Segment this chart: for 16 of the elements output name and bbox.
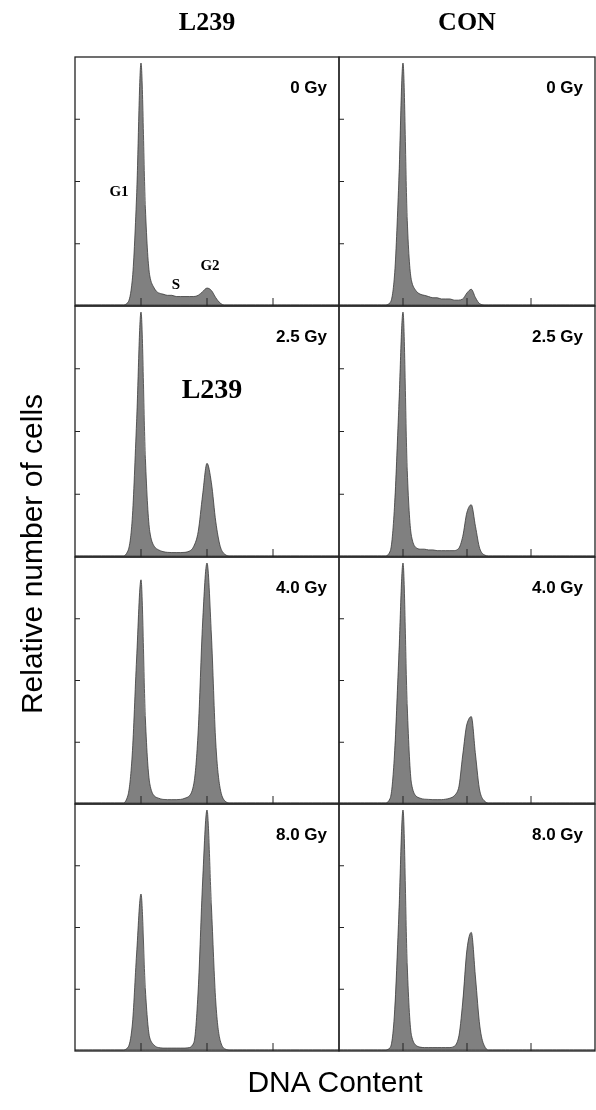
annotation: S: [171, 276, 181, 292]
annotation: 4.0 Gy: [531, 578, 584, 597]
annotation: G2: [200, 257, 220, 273]
chart-title: CON: [438, 7, 497, 36]
x-axis-title: DNA Content: [247, 1065, 424, 1098]
annotation: 8.0 Gy: [275, 825, 328, 844]
annotation: 2.5 Gy: [531, 327, 584, 346]
annotation: 4.0 Gy: [275, 578, 328, 597]
annotation: 0 Gy: [290, 78, 328, 97]
annotation: 8.0 Gy: [531, 825, 584, 844]
annotation: G1: [109, 183, 129, 199]
annotation: 0 Gy: [546, 78, 584, 97]
annotation: 2.5 Gy: [275, 327, 328, 346]
annotation: L239: [181, 373, 243, 404]
y-axis-title: Relative number of cells: [15, 393, 48, 715]
chart-title: L239: [178, 7, 236, 36]
